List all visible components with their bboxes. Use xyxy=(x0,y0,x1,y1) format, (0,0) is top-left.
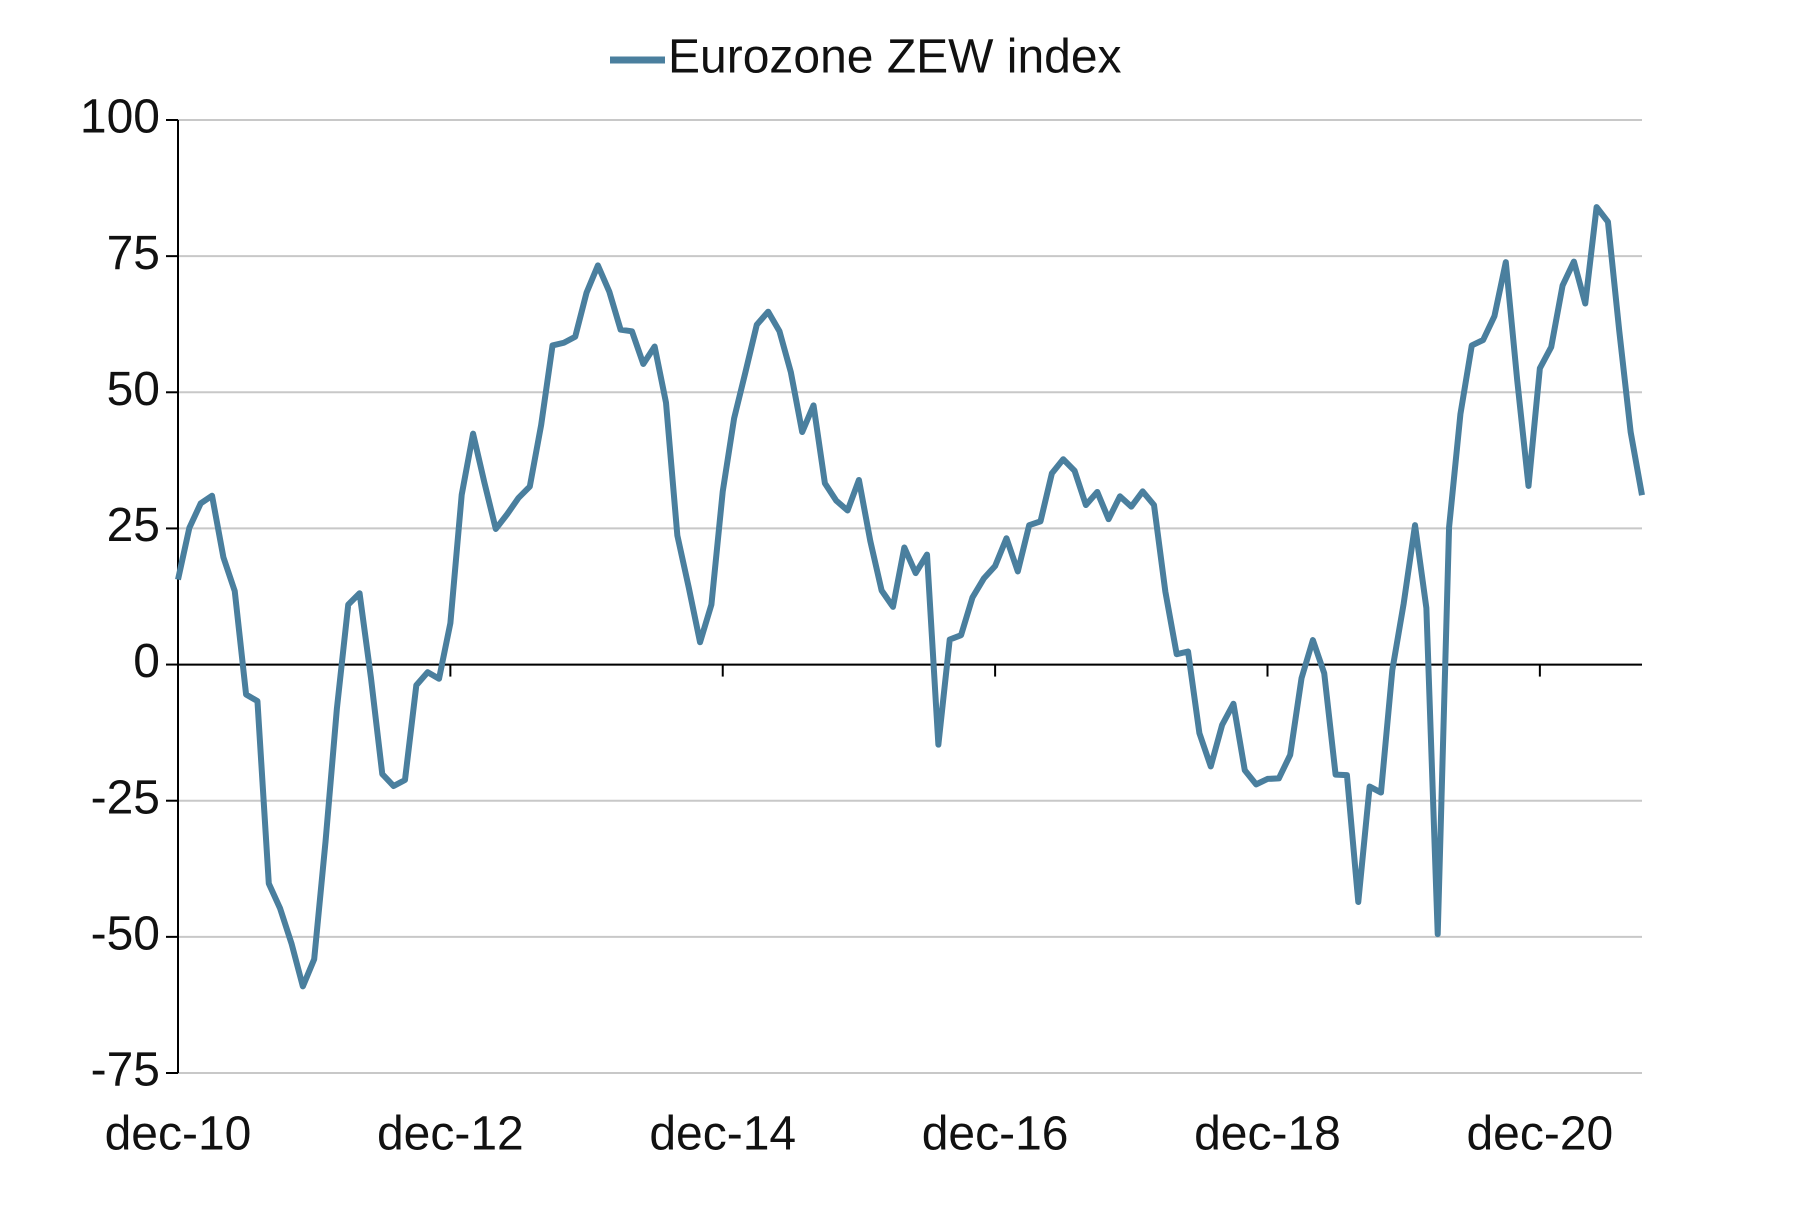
x-tick-label: dec-10 xyxy=(105,1108,252,1161)
y-tick-label: 75 xyxy=(107,227,160,280)
y-tick-label: 25 xyxy=(107,499,160,552)
y-tick-label: -25 xyxy=(91,771,160,824)
x-tick-label: dec-12 xyxy=(377,1108,524,1161)
y-tick-label: -75 xyxy=(91,1044,160,1097)
y-tick-label: 0 xyxy=(133,635,160,688)
x-tick-label: dec-20 xyxy=(1466,1108,1613,1161)
y-tick-label: 50 xyxy=(107,363,160,416)
x-tick-label: dec-16 xyxy=(922,1108,1069,1161)
legend-label: Eurozone ZEW index xyxy=(668,31,1122,84)
x-tick-label: dec-14 xyxy=(649,1108,796,1161)
y-tick-label: 100 xyxy=(80,91,160,144)
y-tick-label: -50 xyxy=(91,908,160,961)
series-line xyxy=(175,204,1645,990)
x-tick-label: dec-18 xyxy=(1194,1108,1341,1161)
